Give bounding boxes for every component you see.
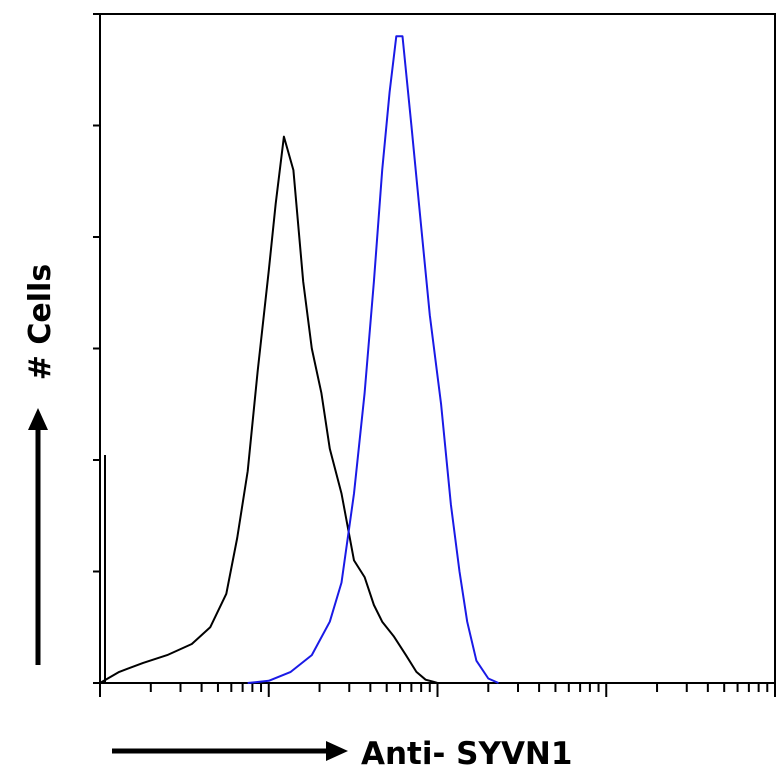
x-axis-label: Anti- SYVN1: [361, 736, 572, 772]
plot-frame: [99, 13, 776, 684]
x-axis-arrow-head: [326, 741, 348, 761]
y-axis-ticks: [93, 13, 100, 684]
y-axis-label: # Cells: [23, 264, 58, 380]
histogram-series-1: [99, 135, 446, 684]
x-axis-ticks: [99, 683, 776, 697]
series-layer: [99, 35, 499, 684]
y-axis-arrow-head: [28, 408, 48, 430]
histogram-series-2: [247, 35, 499, 684]
